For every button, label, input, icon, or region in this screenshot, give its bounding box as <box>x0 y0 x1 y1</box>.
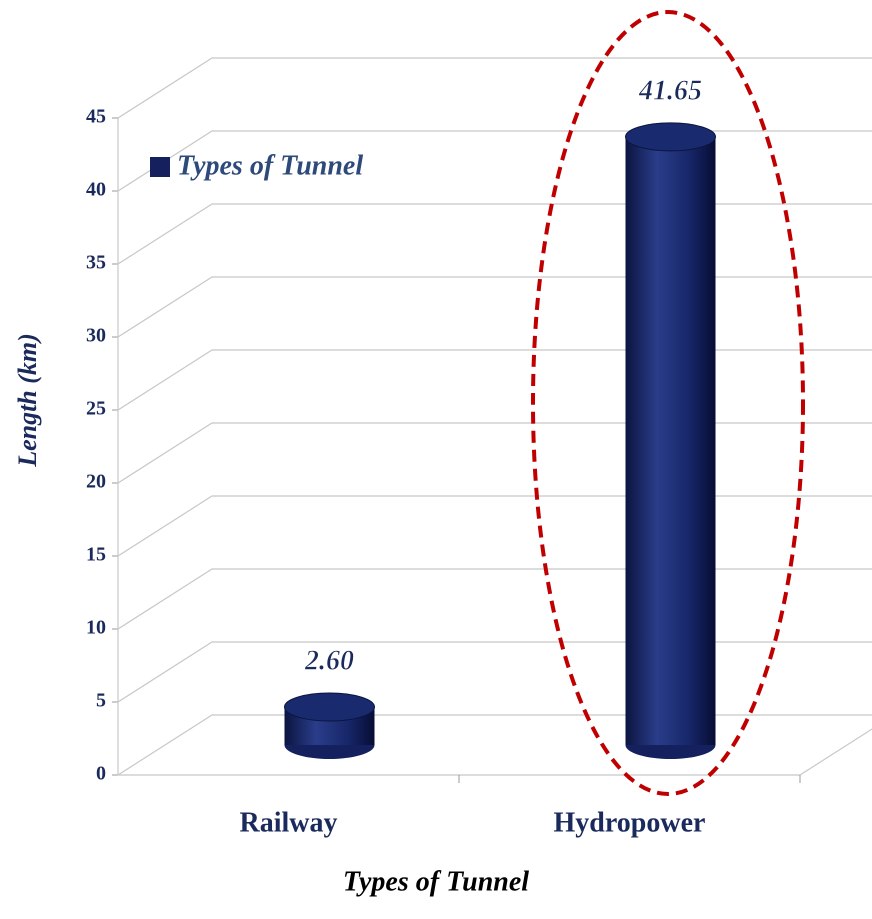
x-tick-label: Hydropower <box>554 807 706 838</box>
y-tick-label: 10 <box>86 617 106 639</box>
data-label: 41.65 <box>638 75 702 106</box>
y-tick-label: 30 <box>86 325 106 347</box>
grid-line <box>117 714 872 776</box>
y-tick-label: 5 <box>96 690 106 712</box>
grid-line <box>117 276 872 338</box>
grid-line <box>117 349 872 411</box>
y-tick-label: 25 <box>86 398 106 420</box>
cylinder-top <box>625 122 716 152</box>
floor-edge <box>117 118 872 776</box>
cylinder <box>625 122 716 759</box>
cylinder-top <box>284 692 375 722</box>
grid-line <box>117 203 872 265</box>
bar <box>625 136 716 745</box>
y-tick-label: 20 <box>86 471 106 493</box>
y-tick-label: 40 <box>86 179 106 201</box>
y-tick-label: 15 <box>86 544 106 566</box>
legend-label: Types of Tunnel <box>177 150 363 181</box>
highlight-ellipse <box>531 10 805 796</box>
grid-line <box>117 422 872 484</box>
y-tick-label: 0 <box>96 763 106 785</box>
legend-swatch <box>150 157 170 177</box>
y-tick-label: 35 <box>86 252 106 274</box>
grid-line <box>117 57 872 119</box>
grid-line <box>117 495 872 557</box>
x-tick-label: Railway <box>240 807 338 838</box>
y-axis-title: Length (km) <box>13 333 42 468</box>
y-tick-label: 45 <box>86 106 106 128</box>
cylinder <box>284 692 375 759</box>
data-label: 2.60 <box>304 645 354 676</box>
grid-line <box>117 568 872 630</box>
x-axis-title: Types of Tunnel <box>343 866 529 897</box>
